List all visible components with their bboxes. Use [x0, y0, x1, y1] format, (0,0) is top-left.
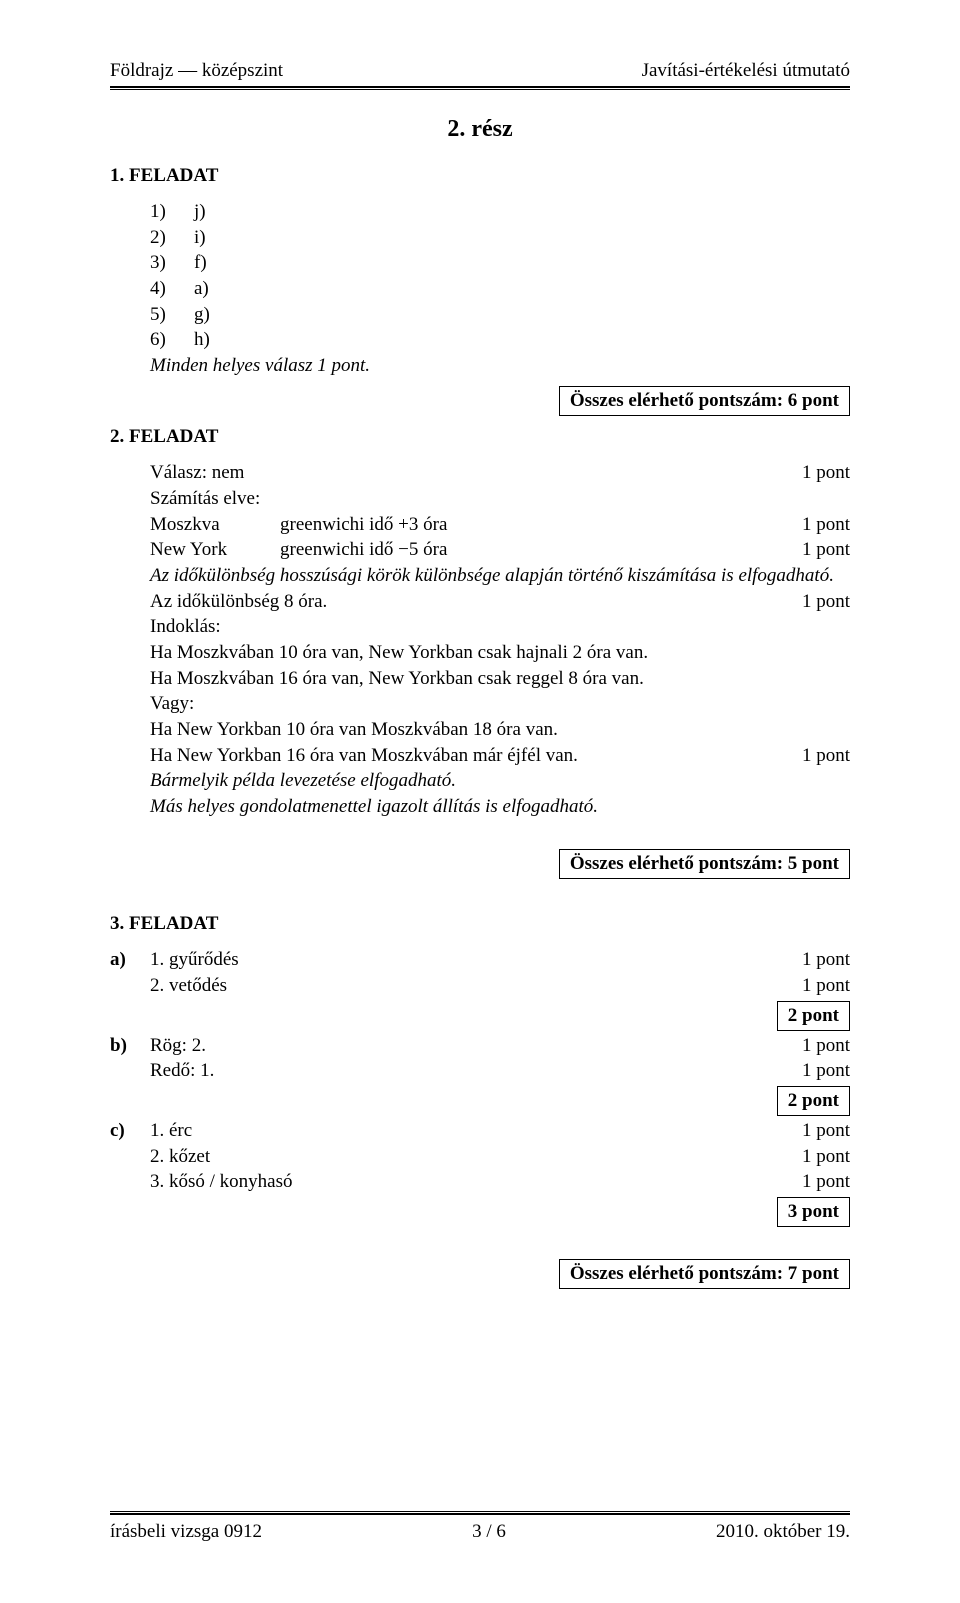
footer-rule-thin	[110, 1511, 850, 1512]
task3-c-pts: 1 pont	[782, 1169, 850, 1195]
task3-c-item: 1. érc	[150, 1118, 782, 1144]
task3-b-subtotal: 2 pont	[777, 1086, 850, 1116]
task2-answer-label: Válasz: nem	[150, 460, 782, 486]
task2-line: Ha New Yorkban 10 óra van Moszkvában 18 …	[150, 717, 850, 743]
task1-answers: 1)j) 2)i) 3)f) 4)a) 5)g) 6)h) Minden hel…	[150, 199, 850, 378]
task3-a-subtotal: 2 pont	[777, 1001, 850, 1031]
task2-city: Moszkva	[150, 512, 280, 538]
task2-row-pts: 1 pont	[782, 512, 850, 538]
task3-b-item: Rög: 2.	[150, 1033, 782, 1059]
task1-heading: 1. FELADAT	[110, 165, 850, 187]
task2-city: New York	[150, 537, 280, 563]
task3-c-subtotal: 3 pont	[777, 1197, 850, 1227]
task1-row-n: 2)	[150, 225, 194, 251]
task2-body: Válasz: nem 1 pont Számítás elve: Moszkv…	[110, 460, 850, 819]
task3-c-pts: 1 pont	[782, 1144, 850, 1170]
footer-left: írásbeli vizsga 0912	[110, 1521, 262, 1543]
footer-right: 2010. október 19.	[716, 1521, 850, 1543]
task3-a-pts: 1 pont	[782, 947, 850, 973]
task3-b-item: Redő: 1.	[150, 1058, 782, 1084]
task3-body: a) 1. gyűrődés 1 pont 2. vetődés 1 pont …	[110, 947, 850, 1226]
page-footer: írásbeli vizsga 0912 3 / 6 2010. október…	[110, 1511, 850, 1543]
task1-row-n: 4)	[150, 276, 194, 302]
task1-row-v: g)	[194, 302, 210, 328]
task3-a-item: 1. gyűrődés	[150, 947, 782, 973]
task3-c-item: 3. kősó / konyhasó	[150, 1169, 782, 1195]
task3-b-pts: 1 pont	[782, 1033, 850, 1059]
task1-row-v: h)	[194, 327, 210, 353]
task3-a-item: 2. vetődés	[150, 973, 782, 999]
task1-row-v: j)	[194, 199, 206, 225]
footer-rule-thick	[110, 1513, 850, 1515]
task2-diff-label: Az időkülönbség 8 óra.	[150, 589, 782, 615]
task1-row-n: 5)	[150, 302, 194, 328]
task2-total-box: Összes elérhető pontszám: 5 pont	[559, 849, 850, 879]
task2-time: greenwichi idő −5 óra	[280, 537, 782, 563]
task2-time: greenwichi idő +3 óra	[280, 512, 782, 538]
task2-linept-label: Ha New Yorkban 16 óra van Moszkvában már…	[150, 743, 782, 769]
task2-italic2: Más helyes gondolatmenettel igazolt állí…	[150, 794, 850, 820]
task3-a-letter: a)	[110, 947, 150, 973]
task2-calc-label: Számítás elve:	[150, 486, 850, 512]
task3-a-pts: 1 pont	[782, 973, 850, 999]
task2-indoklas: Indoklás:	[150, 614, 850, 640]
header-rule-thick	[110, 86, 850, 88]
task2-heading: 2. FELADAT	[110, 426, 850, 448]
task1-row-v: i)	[194, 225, 206, 251]
header-left: Földrajz — középszint	[110, 60, 283, 82]
task2-row-pts: 1 pont	[782, 537, 850, 563]
task1-row-v: a)	[194, 276, 209, 302]
task2-answer-pts: 1 pont	[782, 460, 850, 486]
header-rule-thin	[110, 89, 850, 90]
task1-note: Minden helyes válasz 1 pont.	[150, 353, 850, 379]
task1-row-n: 3)	[150, 250, 194, 276]
task3-c-item: 2. kőzet	[150, 1144, 782, 1170]
task3-b-pts: 1 pont	[782, 1058, 850, 1084]
task3-heading: 3. FELADAT	[110, 913, 850, 935]
task1-total-box: Összes elérhető pontszám: 6 pont	[559, 386, 850, 416]
task1-row-v: f)	[194, 250, 207, 276]
section-title: 2. rész	[110, 116, 850, 143]
task3-c-pts: 1 pont	[782, 1118, 850, 1144]
task3-b-letter: b)	[110, 1033, 150, 1059]
header-right: Javítási-értékelési útmutató	[642, 60, 850, 82]
task2-explain1: Az időkülönbség hosszúsági körök különbs…	[150, 563, 850, 589]
task3-total-box: Összes elérhető pontszám: 7 pont	[559, 1259, 850, 1289]
task1-row-n: 1)	[150, 199, 194, 225]
task2-line: Vagy:	[150, 691, 850, 717]
task3-c-letter: c)	[110, 1118, 150, 1144]
task2-line: Ha Moszkvában 10 óra van, New Yorkban cs…	[150, 640, 850, 666]
task2-diff-pts: 1 pont	[782, 589, 850, 615]
task2-linept-pts: 1 pont	[782, 743, 850, 769]
task2-line: Ha Moszkvában 16 óra van, New Yorkban cs…	[150, 666, 850, 692]
task2-italic1: Bármelyik példa levezetése elfogadható.	[150, 768, 850, 794]
task1-row-n: 6)	[150, 327, 194, 353]
footer-center: 3 / 6	[472, 1521, 506, 1543]
